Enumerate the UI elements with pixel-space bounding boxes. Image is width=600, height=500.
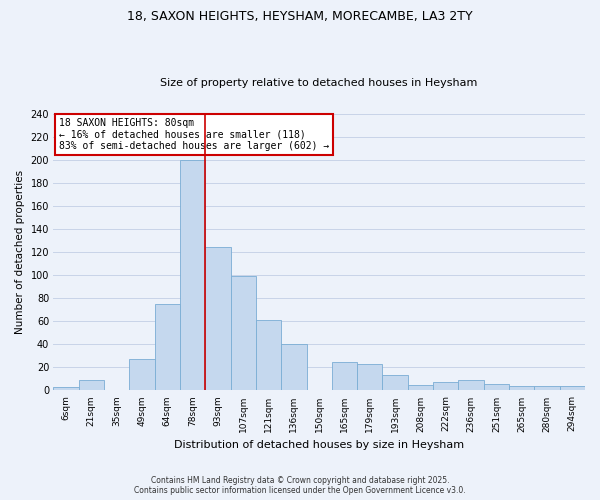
Bar (382, 376, 408, 390)
Bar (281, 344, 307, 391)
Bar (180, 160, 205, 390)
Bar (155, 304, 180, 390)
Bar (433, 382, 458, 390)
Bar (535, 386, 560, 390)
Bar (357, 364, 382, 390)
Y-axis label: Number of detached properties: Number of detached properties (15, 170, 25, 334)
Bar (205, 248, 230, 390)
Bar (332, 362, 357, 390)
Bar (458, 380, 484, 390)
Bar (230, 276, 256, 390)
Bar (53, 387, 79, 390)
Bar (79, 380, 104, 390)
Bar (129, 360, 155, 390)
Text: Contains HM Land Registry data © Crown copyright and database right 2025.
Contai: Contains HM Land Registry data © Crown c… (134, 476, 466, 495)
Bar (484, 384, 509, 390)
Title: Size of property relative to detached houses in Heysham: Size of property relative to detached ho… (160, 78, 478, 88)
Bar (560, 386, 585, 390)
Bar (256, 320, 281, 390)
Bar (408, 384, 433, 390)
Text: 18, SAXON HEIGHTS, HEYSHAM, MORECAMBE, LA3 2TY: 18, SAXON HEIGHTS, HEYSHAM, MORECAMBE, L… (127, 10, 473, 23)
X-axis label: Distribution of detached houses by size in Heysham: Distribution of detached houses by size … (174, 440, 464, 450)
Text: 18 SAXON HEIGHTS: 80sqm
← 16% of detached houses are smaller (118)
83% of semi-d: 18 SAXON HEIGHTS: 80sqm ← 16% of detache… (59, 118, 329, 151)
Bar (509, 386, 535, 390)
